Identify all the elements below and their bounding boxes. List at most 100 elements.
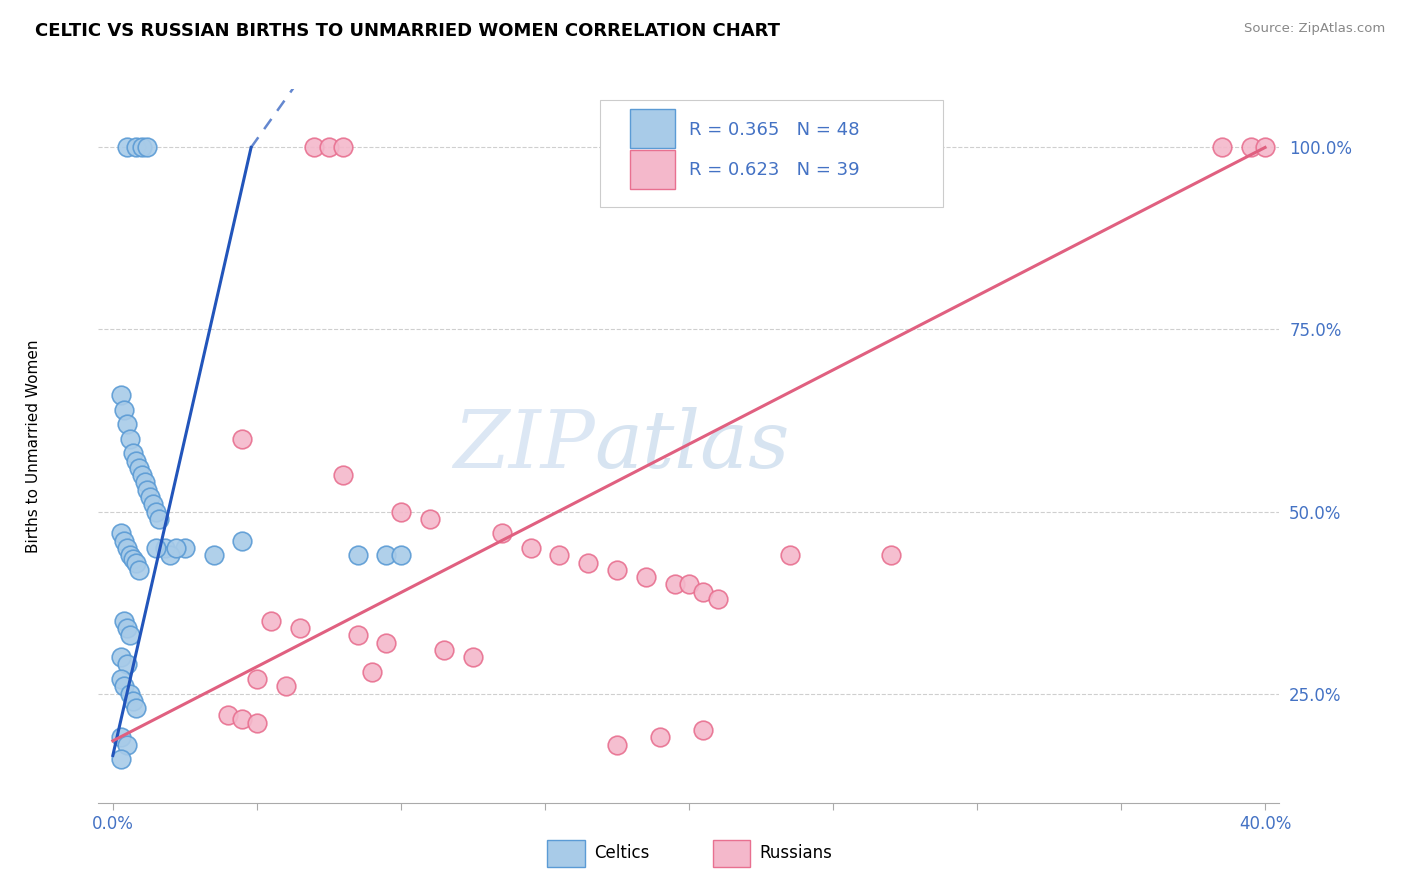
Point <box>115 621 138 635</box>
Point <box>159 548 181 562</box>
Point <box>142 497 165 511</box>
Point <box>128 460 150 475</box>
Point <box>136 140 159 154</box>
Text: ZIP: ZIP <box>453 408 595 484</box>
Point <box>153 541 176 555</box>
Point <box>110 731 132 745</box>
Point <box>433 643 456 657</box>
Point <box>389 504 412 518</box>
Point <box>692 584 714 599</box>
Point <box>361 665 384 679</box>
Text: CELTIC VS RUSSIAN BIRTHS TO UNMARRIED WOMEN CORRELATION CHART: CELTIC VS RUSSIAN BIRTHS TO UNMARRIED WO… <box>35 22 780 40</box>
Point <box>128 563 150 577</box>
Point <box>122 446 145 460</box>
Point <box>519 541 541 555</box>
Point <box>122 552 145 566</box>
Point <box>246 715 269 730</box>
Point <box>706 591 728 606</box>
Point <box>606 738 628 752</box>
Point <box>246 672 269 686</box>
Point <box>231 712 253 726</box>
Point <box>1211 140 1233 154</box>
Text: Births to Unmarried Women: Births to Unmarried Women <box>25 339 41 553</box>
Text: R = 0.365   N = 48: R = 0.365 N = 48 <box>689 121 859 139</box>
Point <box>110 526 132 541</box>
Point <box>112 402 135 417</box>
Point <box>120 432 142 446</box>
Point <box>115 140 138 154</box>
Bar <box>630 109 675 148</box>
Point <box>131 140 153 154</box>
Point <box>304 140 326 154</box>
Point <box>1254 140 1277 154</box>
Point <box>332 140 354 154</box>
Point <box>112 533 135 548</box>
Text: Source: ZipAtlas.com: Source: ZipAtlas.com <box>1244 22 1385 36</box>
Point <box>112 679 135 693</box>
Point <box>1240 140 1263 154</box>
Point <box>115 541 138 555</box>
Text: R = 0.623   N = 39: R = 0.623 N = 39 <box>689 161 859 178</box>
Point <box>763 140 786 154</box>
Point <box>346 548 368 562</box>
Point <box>125 140 148 154</box>
Point <box>606 563 628 577</box>
Point <box>120 628 142 642</box>
Point <box>110 388 132 402</box>
Point <box>145 504 167 518</box>
Point <box>419 512 441 526</box>
FancyBboxPatch shape <box>600 100 943 207</box>
Point <box>173 541 195 555</box>
Point <box>110 650 132 665</box>
Point <box>231 432 253 446</box>
Point <box>576 556 599 570</box>
Point <box>678 577 700 591</box>
Point <box>136 483 159 497</box>
Point <box>115 657 138 672</box>
Text: Celtics: Celtics <box>595 845 650 863</box>
Point <box>131 468 153 483</box>
Point <box>375 548 398 562</box>
Point <box>650 731 672 745</box>
Point <box>148 512 170 526</box>
Point <box>879 548 901 562</box>
Point <box>110 672 132 686</box>
Point <box>112 614 135 628</box>
Point <box>115 417 138 432</box>
Bar <box>713 840 751 867</box>
Bar <box>547 840 585 867</box>
Text: atlas: atlas <box>595 408 790 484</box>
Point <box>692 723 714 737</box>
Point <box>491 526 513 541</box>
Point <box>115 738 138 752</box>
Point <box>120 548 142 562</box>
Point <box>260 614 283 628</box>
Point <box>548 548 571 562</box>
Point <box>332 468 354 483</box>
Point <box>120 687 142 701</box>
Point <box>217 708 239 723</box>
Point <box>122 694 145 708</box>
Point <box>288 621 311 635</box>
Point <box>461 650 484 665</box>
Text: Russians: Russians <box>759 845 832 863</box>
Point <box>375 635 398 649</box>
Point <box>139 490 162 504</box>
Point <box>389 548 412 562</box>
Point <box>125 453 148 467</box>
Bar <box>630 150 675 189</box>
Point <box>346 628 368 642</box>
Point <box>125 701 148 715</box>
Point <box>318 140 340 154</box>
Point <box>125 556 148 570</box>
Point <box>231 533 253 548</box>
Point <box>202 548 225 562</box>
Point <box>664 577 686 591</box>
Point <box>145 541 167 555</box>
Point <box>779 548 801 562</box>
Point <box>274 679 297 693</box>
Point <box>110 752 132 766</box>
Point <box>735 140 758 154</box>
Point <box>634 570 657 584</box>
Point <box>134 475 156 490</box>
